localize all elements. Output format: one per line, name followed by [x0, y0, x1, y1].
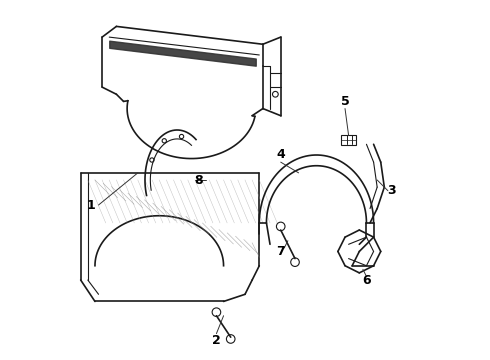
FancyBboxPatch shape	[341, 135, 356, 145]
Text: 1: 1	[87, 198, 96, 212]
Text: 6: 6	[362, 274, 371, 287]
Text: 2: 2	[212, 334, 221, 347]
Text: 4: 4	[276, 148, 285, 162]
Text: 7: 7	[276, 245, 285, 258]
Text: 8: 8	[194, 174, 203, 186]
Text: 3: 3	[387, 184, 396, 197]
Text: 5: 5	[341, 95, 349, 108]
